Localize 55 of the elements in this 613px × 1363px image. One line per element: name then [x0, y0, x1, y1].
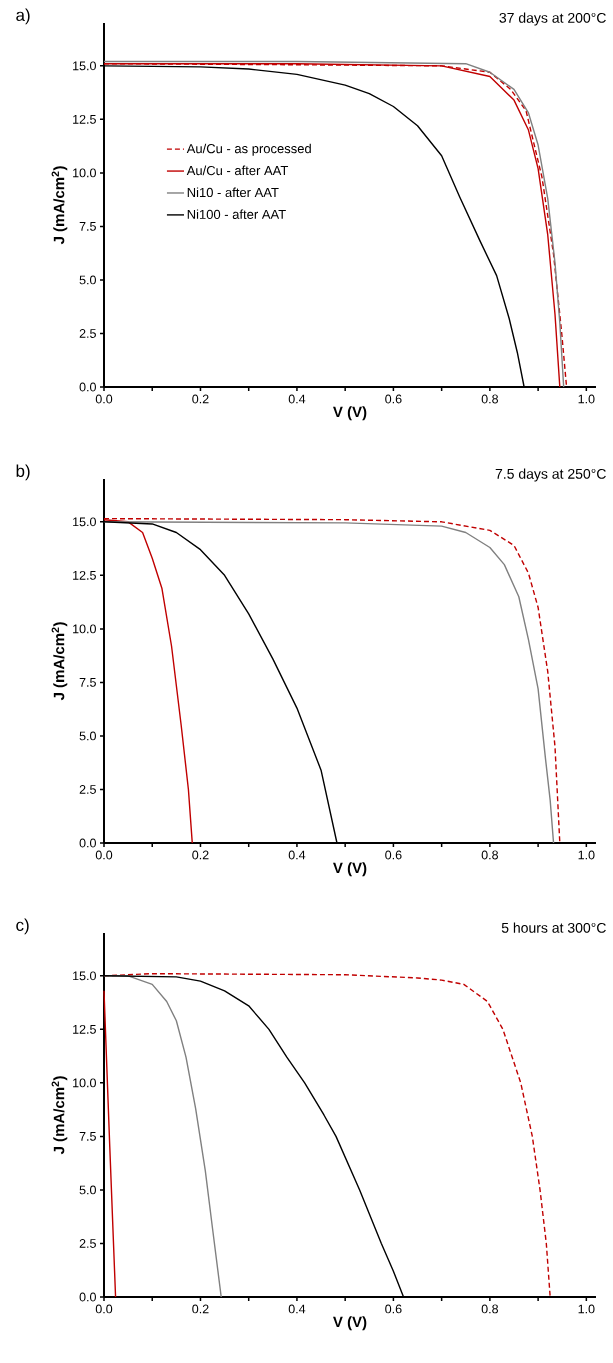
x-tick-label: 0.6 — [385, 850, 402, 860]
y-tick-label: 2.5 — [79, 785, 96, 794]
y-tick-label: 12.5 — [73, 114, 96, 124]
y-axis-title: J (mA/cm$^{2}$) — [51, 1076, 68, 1155]
chart-subtitle: 37 days at 200°C — [499, 12, 606, 26]
y-tick-label: 10.0 — [73, 624, 96, 634]
y-axis-title: J (mA/cm$^{2}$) — [51, 622, 68, 701]
x-tick-label: 1.0 — [578, 394, 595, 404]
y-tick-label: 2.5 — [79, 1239, 96, 1248]
legend-label: Ni100 - after AAT — [187, 209, 286, 219]
legend-label: Au/Cu - after AAT — [186, 165, 289, 176]
y-tick-label: 5.0 — [79, 1185, 96, 1195]
y-tick-label: 5.0 — [79, 731, 96, 741]
x-tick-label: 0.6 — [385, 394, 402, 404]
y-tick-label: 0.0 — [79, 838, 96, 848]
x-tick-label: 0.2 — [192, 394, 209, 404]
y-tick-label: 7.5 — [79, 678, 96, 687]
y-tick-label: 12.5 — [73, 1024, 96, 1034]
y-tick-label: 15.0 — [73, 517, 96, 527]
y-tick-label: 10.0 — [73, 1078, 96, 1088]
y-tick-label: 0.0 — [79, 382, 96, 392]
y-tick-label: 7.5 — [79, 1132, 96, 1141]
x-tick-label: 0.6 — [385, 1304, 402, 1314]
legend-label: Ni10 - after AAT — [187, 187, 279, 198]
x-tick-label: 0.0 — [95, 394, 113, 404]
y-axis-title: J (mA/cm$^{2}$) — [51, 166, 68, 245]
x-tick-label: 0.4 — [288, 1304, 306, 1314]
x-tick-label: 0.8 — [481, 850, 499, 860]
x-axis-title: V (V) — [333, 1316, 367, 1331]
x-tick-label: 0.8 — [481, 1304, 499, 1314]
x-tick-label: 1.0 — [578, 1304, 595, 1314]
x-tick-label: 0.8 — [481, 394, 499, 404]
chart-title: a) — [16, 8, 30, 25]
x-tick-label: 0.0 — [95, 1304, 113, 1314]
y-tick-label: 10.0 — [73, 168, 96, 178]
chart-title: b) — [16, 464, 30, 481]
y-tick-label: 2.5 — [79, 329, 96, 338]
chart-subtitle: 5 hours at 300°C — [501, 922, 606, 933]
x-tick-label: 1.0 — [578, 850, 595, 860]
x-axis-title: V (V) — [333, 862, 367, 877]
x-tick-label: 0.2 — [192, 1304, 209, 1314]
x-tick-label: 0.4 — [288, 850, 306, 860]
chart-title: c) — [16, 918, 29, 935]
chart-subtitle: 7.5 days at 250°C — [495, 468, 606, 482]
y-tick-label: 15.0 — [73, 971, 96, 981]
y-tick-label: 0.0 — [79, 1292, 96, 1302]
x-tick-label: 0.4 — [288, 394, 306, 404]
legend-label: Au/Cu - as processed — [186, 143, 311, 156]
y-tick-label: 7.5 — [79, 222, 96, 231]
y-tick-label: 15.0 — [73, 61, 96, 71]
x-tick-label: 0.0 — [95, 850, 113, 860]
x-tick-label: 0.2 — [192, 850, 209, 860]
y-tick-label: 12.5 — [73, 570, 96, 580]
y-tick-label: 5.0 — [79, 275, 96, 285]
x-axis-title: V (V) — [333, 406, 367, 421]
